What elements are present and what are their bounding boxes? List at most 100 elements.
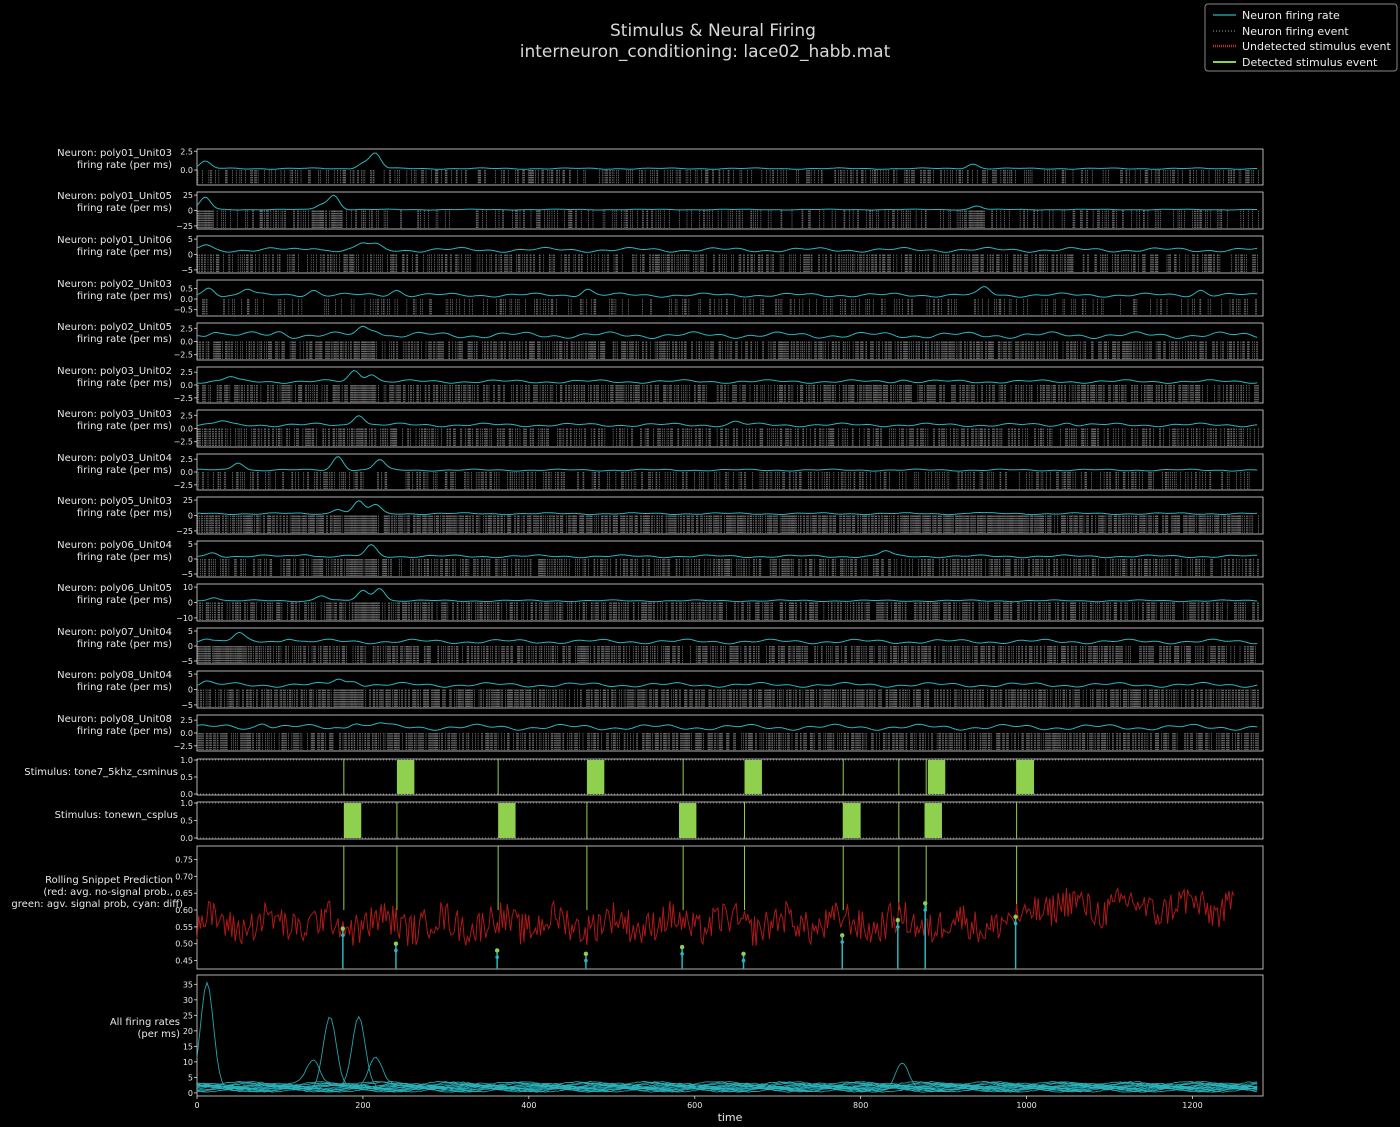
neuron-ytick-label: 0 — [188, 686, 193, 695]
neuron-sublabel: firing rate (per ms) — [77, 595, 172, 606]
all-rates-ytick-label: 0 — [188, 1089, 193, 1098]
neuron-event-raster — [197, 170, 1259, 184]
prediction-ytick-label: 0.75 — [175, 855, 193, 864]
neuron-ytick-label: −10 — [176, 614, 193, 623]
prediction-marker — [1013, 914, 1018, 919]
neuron-ytick-label: 0 — [188, 555, 193, 564]
prediction-frame — [196, 845, 1264, 970]
prediction-marker — [922, 901, 928, 906]
x-tick-label: 1000 — [1016, 1101, 1036, 1110]
neuron-rate-line — [197, 587, 1258, 603]
all-rates-series-line — [196, 1059, 1258, 1087]
neuron-ytick-label: 2.5 — [180, 368, 193, 377]
x-axis-label: time — [718, 1111, 743, 1124]
prediction-panel: 0.75 0.70 0.65 0.60 0.55 0.50 0.45 Rolling Snip… — [11, 845, 1264, 970]
neuron-ytick-label: 5 — [188, 540, 193, 549]
neuron-ytick-label: 0.0 — [180, 729, 193, 738]
neuron-ytick-label: −2.5 — [174, 481, 193, 490]
prediction-marker-cyan — [341, 933, 345, 938]
neuron-rate-line — [196, 500, 1258, 516]
neuron-rate-line — [196, 194, 1258, 211]
prediction-marker — [393, 941, 399, 946]
neuron-ytick-label: −2.5 — [174, 351, 193, 360]
neuron-rate-line — [196, 325, 1258, 340]
legend: Neuron firing rate Neuron firing event U… — [1204, 3, 1398, 72]
neuron-rate-line — [196, 152, 1258, 170]
neuron-label: Neuron: poly02_Unit05 — [57, 322, 172, 333]
all-rates-frame — [196, 974, 1264, 1097]
neuron-ytick-label: 2.5 — [180, 455, 193, 464]
neuron-sublabel: firing rate (per ms) — [77, 682, 172, 693]
neuron-label: Neuron: poly01_Unit06 — [57, 235, 172, 246]
stimulus-ytick-label: 1.0 — [180, 799, 193, 808]
neuron-frame — [196, 453, 1264, 491]
neuron-event-raster — [202, 299, 1257, 315]
prediction-marker-cyan — [840, 940, 845, 944]
neuron-ytick-label: 5 — [188, 670, 193, 679]
all-rates-ytick-label: 35 — [183, 980, 193, 989]
neuron-label: Neuron: poly06_Unit04 — [57, 540, 172, 551]
stimulus-panel-1: 1.0 0.5 0.0 Stimulus: tonewn_csplus — [55, 799, 1264, 843]
neuron-ytick-label: 0.0 — [180, 381, 193, 390]
stimulus-frame — [196, 758, 1264, 796]
prediction-label-2: (red: avg. no-signal prob., — [43, 887, 173, 898]
prediction-marker-cyan — [394, 948, 398, 953]
prediction-marker — [840, 933, 845, 938]
neuron-label: Neuron: poly08_Unit08 — [57, 714, 172, 725]
neuron-ytick-label: −25 — [176, 527, 193, 536]
neuron-frame — [196, 148, 1264, 186]
prediction-marker — [895, 917, 901, 923]
stimulus-ytick-label: 0.0 — [180, 790, 193, 799]
neuron-ytick-label: 0 — [188, 251, 193, 260]
stimulus-label: Stimulus: tone7_5khz_csminus — [24, 767, 178, 778]
prediction-marker-cyan — [923, 908, 927, 912]
stimulus-ytick-label: 0.5 — [180, 773, 193, 782]
neuron-ytick-label: 10 — [183, 583, 193, 592]
neuron-ytick-label: −2.5 — [174, 394, 193, 403]
stimulus-block — [927, 760, 946, 794]
neuron-ytick-label: 0 — [188, 512, 193, 521]
neuron-rate-line — [196, 286, 1258, 298]
neuron-sublabel: firing rate (per ms) — [77, 552, 172, 563]
neuron-sublabel: firing rate (per ms) — [77, 291, 172, 302]
prediction-ytick-label: 0.45 — [175, 957, 193, 966]
neuron-sublabel: firing rate (per ms) — [77, 726, 172, 737]
neuron-label: Neuron: poly03_Unit02 — [57, 366, 172, 377]
stimulus-block — [586, 760, 605, 794]
prediction-red-line — [196, 886, 1235, 946]
legend-label-detected: Detected stimulus event — [1242, 56, 1378, 69]
all-rates-series-line — [196, 1082, 1258, 1088]
stimulus-panel-0: 1.0 0.5 0.0 Stimulus: tone7_5khz_csminus — [24, 756, 1264, 799]
neuron-sublabel: firing rate (per ms) — [77, 334, 172, 345]
stimulus-label: Stimulus: tonewn_csplus — [55, 810, 178, 821]
neuron-sublabel: firing rate (per ms) — [77, 465, 172, 476]
neuron-label: Neuron: poly06_Unit05 — [57, 583, 172, 594]
prediction-ytick-label: 0.60 — [175, 906, 193, 915]
neuron-ytick-label: 0.0 — [180, 468, 193, 477]
neuron-frame — [196, 191, 1264, 230]
x-tick-label: 200 — [355, 1101, 370, 1110]
all-rates-ytick-label: 25 — [183, 1011, 193, 1020]
neuron-ytick-label: −2.5 — [174, 742, 193, 751]
neuron-rate-line — [196, 456, 1258, 472]
neuron-ytick-label: 0 — [188, 642, 193, 651]
neuron-rate-line — [196, 543, 1258, 559]
all-rates-ytick-label: 10 — [183, 1058, 193, 1067]
stimulus-block — [1016, 760, 1035, 794]
all-rates-panel: 35 30 25 20 15 10 5 0 All firing rates(per ms) 0 2… — [110, 974, 1264, 1110]
neuron-rate-line — [196, 415, 1258, 428]
neuron-rate-line — [196, 722, 1258, 731]
legend-frame — [1204, 3, 1398, 72]
neuron-sublabel: firing rate (per ms) — [77, 421, 172, 432]
prediction-marker — [679, 944, 685, 950]
figure-subtitle: interneuron_conditioning: lace02_habb.ma… — [520, 42, 891, 62]
neuron-sublabel: firing rate (per ms) — [77, 247, 172, 258]
neuron-ytick-label: −0.5 — [174, 306, 193, 315]
